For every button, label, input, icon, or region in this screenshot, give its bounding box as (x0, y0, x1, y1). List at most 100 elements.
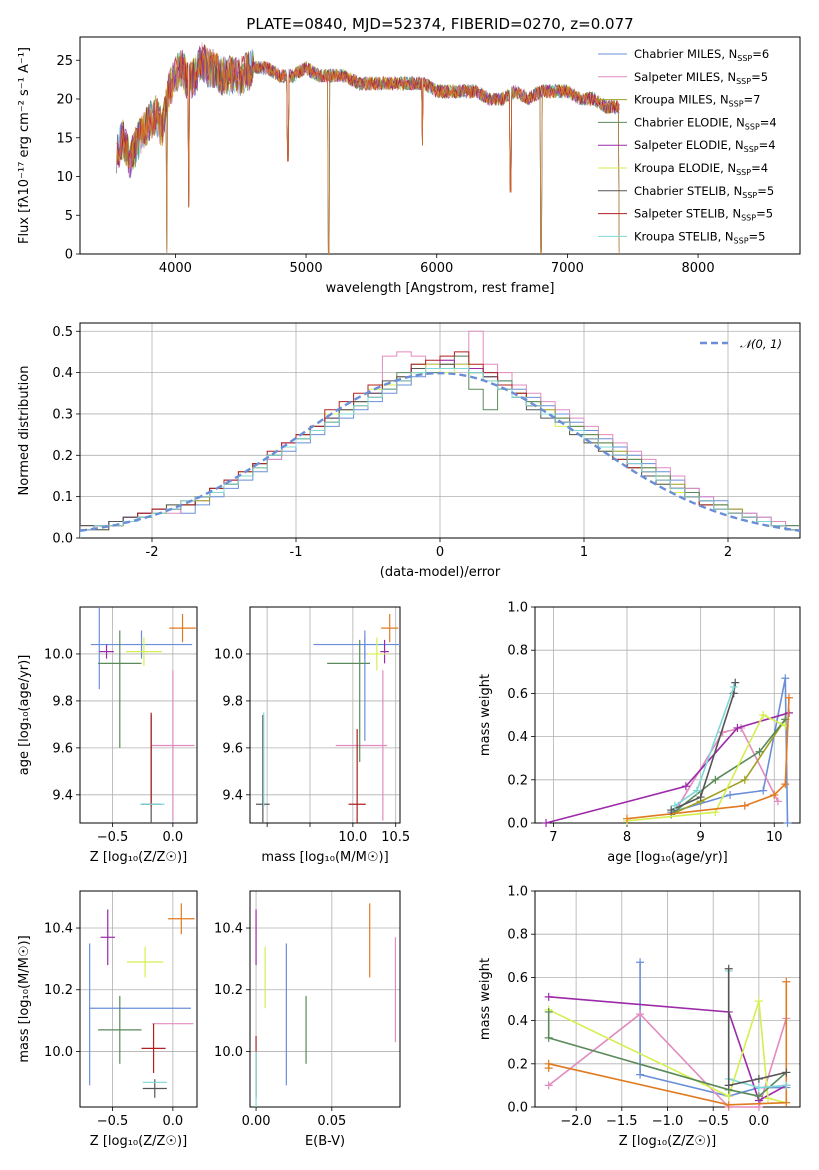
legend-label-sub: SSP (736, 168, 751, 177)
weight-point-marker (740, 775, 749, 784)
errorbar-point (168, 903, 195, 935)
normal-curve (80, 371, 800, 532)
errorbar-points (90, 607, 196, 823)
x-tick-label: 4000 (159, 261, 192, 276)
x-tick-label: 10.5 (381, 830, 410, 845)
weight-point-marker (754, 1074, 763, 1083)
legend-label-sub: SSP (741, 214, 756, 223)
legend-label: Chabrier STELIB, NSSP=5 (634, 184, 774, 200)
errorbar-point (90, 630, 193, 659)
y-tick-label: 10.4 (44, 922, 73, 937)
y-axis-label: Flux [fλ10⁻¹⁷ erg cm⁻² s⁻¹ A⁻¹] (17, 47, 32, 244)
weight-point-marker (783, 819, 792, 827)
x-tick-label: 8 (623, 830, 631, 845)
weight-lines (544, 958, 791, 1111)
x-tick-label: 8000 (682, 261, 715, 276)
weight-series-line (670, 682, 736, 811)
legend-label-main: Chabrier MILES, N (634, 47, 737, 61)
x-tick-label: 0.0 (163, 1114, 184, 1129)
y-tick-label: 10.0 (214, 1045, 243, 1060)
weight-point-marker (754, 1092, 763, 1101)
y-tick-label: 1.0 (507, 885, 528, 900)
age-vs-mass-panel: 10.0 10.5 9.4 9.6 9.8 10.0 mass [log₁₀(M/M☉)] (214, 606, 410, 865)
weight-point-marker (726, 790, 735, 799)
weight-point-marker (782, 1068, 791, 1077)
x-tick-label: 6000 (420, 261, 453, 276)
x-tick-label: 0 (436, 545, 444, 560)
x-axis-label: Z [log₁₀(Z/Z☉)] (90, 1134, 187, 1149)
weight-point-marker (692, 786, 701, 795)
weight-point-marker (764, 1094, 773, 1103)
x-tick-label: 2 (724, 545, 732, 560)
y-tick-label: 9.8 (52, 694, 73, 709)
errorbar-point (381, 614, 399, 643)
axes-frame (249, 890, 401, 1108)
legend-label-sub: SSP (744, 145, 759, 154)
mass-weight-vs-age-panel: 7 8 9 10 0.0 0.2 0.4 0.6 0.8 1.0 age [log₁₀(age/yr… (478, 601, 801, 865)
legend-label-main: Chabrier ELODIE, N (634, 115, 745, 129)
age-vs-metallicity-panel: −0.5 0.0 9.4 9.6 9.8 10.0 Z [log₁₀(Z/Z☉)] age [… (17, 606, 198, 865)
x-tick-label: 5000 (290, 261, 323, 276)
x-axis-label: Z [log₁₀(Z/Z☉)] (619, 1134, 716, 1149)
y-tick-label: 0.5 (52, 325, 73, 340)
y-tick-label: 10.2 (44, 983, 73, 998)
legend-label-sub: SSP (729, 100, 744, 109)
x-axis-label: Z [log₁₀(Z/Z☉)] (90, 850, 187, 865)
weight-point-marker (782, 977, 791, 986)
y-tick-label: 0.8 (507, 928, 528, 943)
axes-frame (79, 606, 198, 824)
weight-point-marker (544, 1033, 553, 1042)
errorbar-point (125, 637, 163, 666)
errorbar-point (127, 946, 164, 978)
legend-label: Salpeter ELODIE, NSSP=4 (634, 138, 776, 154)
legend-label-main: Salpeter ELODIE, N (634, 138, 744, 152)
y-tick-label: 0.4 (52, 366, 73, 381)
legend-label-sub: SSP (737, 54, 752, 63)
weight-point-marker (542, 819, 551, 827)
x-tick-label: 7000 (551, 261, 584, 276)
weight-point-marker (544, 992, 553, 1001)
legend-label-sub: SSP (742, 191, 757, 200)
weight-point-marker (770, 790, 779, 799)
axes-frame (534, 890, 801, 1108)
errorbar-point (380, 639, 389, 664)
spectrum-line (116, 45, 620, 254)
y-tick-label: 0.4 (507, 1014, 528, 1029)
y-tick-label: 0.6 (507, 687, 528, 702)
x-tick-label: 7 (549, 830, 557, 845)
weight-point-marker (773, 797, 782, 806)
errorbar-point (348, 729, 366, 823)
weight-lines (542, 674, 793, 827)
legend-label-suffix: =6 (752, 47, 769, 61)
y-tick-label: 0.0 (507, 1101, 528, 1116)
weight-point-marker (724, 1100, 733, 1109)
weight-point-marker (681, 782, 690, 791)
spectrum-panel: 4000 5000 6000 7000 8000 0 5 10 15 20 25 wavelength… (17, 36, 801, 296)
legend-label-suffix: =5 (751, 70, 768, 84)
weight-point-marker (636, 1070, 645, 1079)
spectrum-line (116, 45, 620, 203)
weight-point-marker (759, 786, 768, 795)
weight-point-marker (696, 793, 705, 802)
weight-point-marker (754, 1083, 763, 1092)
x-tick-label: 0.0 (163, 830, 184, 845)
errorbar-point (141, 1023, 166, 1074)
legend-label-suffix: =5 (756, 207, 773, 221)
x-tick-label: −0.5 (97, 830, 129, 845)
spectrum-line (116, 42, 620, 208)
y-tick-label: 9.4 (52, 788, 73, 803)
y-tick-label: 0.3 (52, 407, 73, 422)
errorbar-point (169, 614, 196, 643)
weight-point-marker (729, 682, 738, 691)
y-tick-label: 0 (65, 248, 73, 263)
y-tick-label: 0.4 (507, 730, 528, 745)
y-tick-label: 10.0 (44, 1045, 73, 1060)
axes-frame (79, 890, 198, 1108)
weight-point-marker (636, 958, 645, 967)
errorbar-point (99, 644, 114, 659)
x-tick-label: 10 (766, 830, 783, 845)
errorbar-point (100, 909, 115, 966)
weight-point-marker (733, 723, 742, 732)
y-tick-label: 1.0 (507, 601, 528, 616)
x-tick-label: 1 (580, 545, 588, 560)
